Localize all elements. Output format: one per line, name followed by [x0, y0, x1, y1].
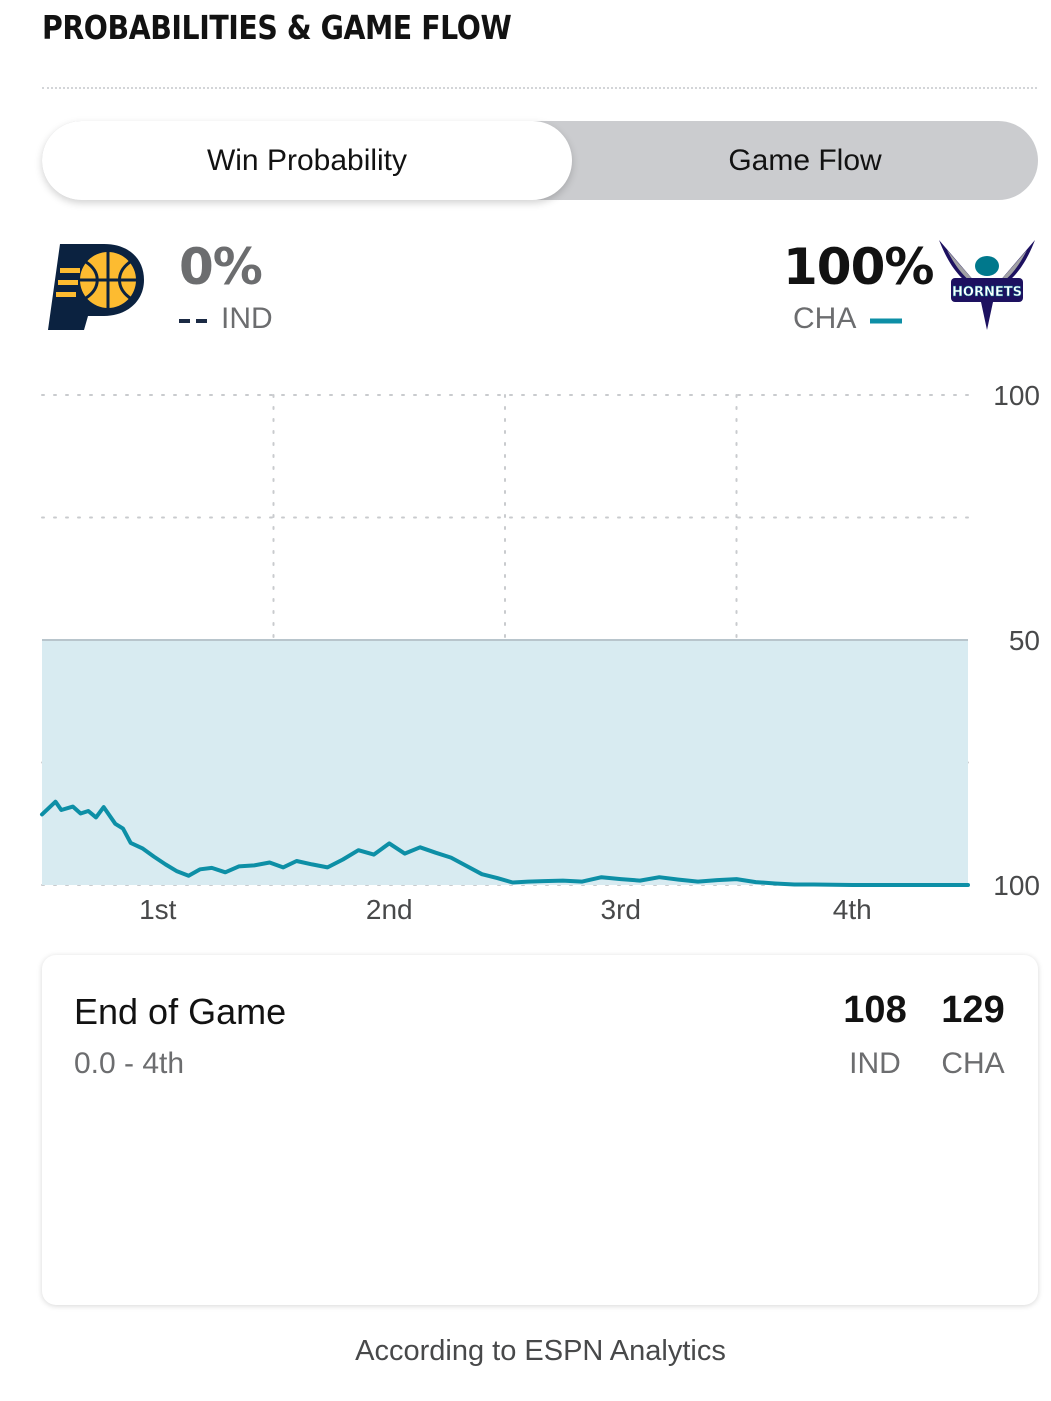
game-flow-tab[interactable]: Game Flow: [728, 143, 882, 177]
cha-win-pct: 100%: [783, 238, 934, 296]
ind-abbr: IND: [221, 302, 273, 335]
chart-area-fill: [42, 640, 968, 885]
x-tick-label: 3rd: [601, 894, 641, 925]
cha-logo-wordmark: HORNETS: [952, 285, 1022, 300]
ind-team-logo[interactable]: [46, 238, 146, 332]
y-tick-label: 100: [993, 380, 1040, 411]
chart-y-labels: 100 50 100: [993, 380, 1040, 901]
cha-team-logo[interactable]: HORNETS: [935, 236, 1039, 332]
cha-score-label: CHA: [941, 1047, 1005, 1080]
game-clock: 0.0 - 4th: [74, 1047, 185, 1080]
cha-line-legend: [870, 318, 902, 324]
chart-series: [40, 799, 970, 887]
cha-score: 129: [941, 989, 1005, 1031]
x-tick-label: 1st: [139, 894, 177, 925]
cha-probability-line: [40, 799, 970, 887]
game-status-title: End of Game: [74, 991, 287, 1032]
win-probability-chart: 100 50 100 1st 2nd 3rd 4th: [40, 380, 1040, 925]
x-tick-label: 4th: [833, 894, 872, 925]
cha-abbr: CHA: [793, 302, 857, 335]
win-probability-tab[interactable]: Win Probability: [42, 121, 572, 200]
x-tick-label: 2nd: [366, 894, 413, 925]
chart-x-labels: 1st 2nd 3rd 4th: [139, 894, 872, 925]
chart-toggle: Win Probability Game Flow: [42, 121, 1038, 200]
y-tick-label: 100: [993, 870, 1040, 901]
ind-line-legend: [179, 319, 211, 323]
ind-score-label: IND: [849, 1047, 901, 1080]
ind-score: 108: [843, 989, 907, 1031]
section-title: PROBABILITIES & GAME FLOW: [42, 8, 512, 47]
analytics-credit: According to ESPN Analytics: [355, 1335, 726, 1367]
game-status-card: End of Game 0.0 - 4th 108 129 IND CHA: [42, 955, 1038, 1305]
title-divider: [42, 87, 1037, 89]
y-tick-label: 50: [1009, 625, 1040, 656]
ind-win-pct: 0%: [179, 238, 263, 296]
chart-fill: [42, 639, 968, 885]
